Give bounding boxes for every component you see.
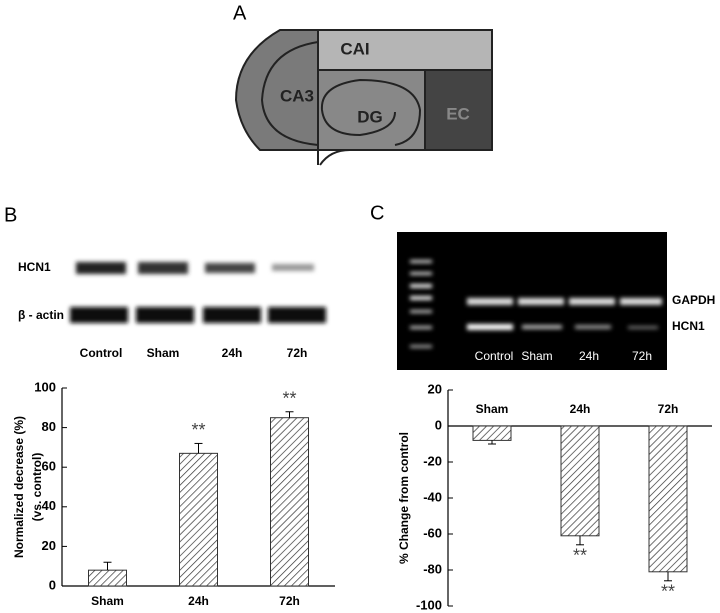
- blot-row-label: β - actin: [18, 308, 64, 322]
- x-tick-label: 72h: [658, 402, 679, 416]
- y-axis-label: (vs. control): [30, 453, 44, 522]
- x-tick-label: 24h: [188, 594, 209, 608]
- y-tick-label: 100: [34, 379, 56, 394]
- y-tick-label: 80: [42, 419, 56, 434]
- bar: [88, 569, 127, 587]
- lane-label: 24h: [579, 349, 599, 363]
- gel-band-label: GAPDH: [672, 293, 715, 307]
- x-tick-label: 24h: [570, 402, 591, 416]
- y-tick-label: -80: [423, 561, 442, 576]
- x-tick-label: Sham: [476, 402, 509, 416]
- y-tick-label: 0: [49, 577, 56, 592]
- significance-label: **: [661, 582, 675, 602]
- gel-band-label: HCN1: [672, 319, 705, 333]
- y-tick-label: -100: [416, 597, 442, 612]
- lane-label: 72h: [287, 346, 308, 360]
- hippocampus-diagram: [234, 29, 493, 166]
- y-tick-label: 20: [428, 381, 442, 396]
- lane-label: Sham: [147, 346, 180, 360]
- region-label: CA3: [280, 86, 314, 105]
- y-tick-label: 0: [435, 417, 442, 432]
- bar: [179, 452, 218, 587]
- region-label: CAI: [340, 39, 369, 58]
- panel-label: C: [370, 202, 384, 224]
- bar: [648, 425, 688, 573]
- panel-label: A: [233, 2, 247, 24]
- lane-label: Control: [475, 349, 514, 363]
- y-tick-label: 60: [42, 459, 56, 474]
- y-tick-label: 40: [42, 498, 56, 513]
- x-tick-label: 72h: [279, 594, 300, 608]
- x-tick-label: Sham: [91, 594, 124, 608]
- blot-bands: [70, 262, 326, 323]
- lane-label: Control: [80, 346, 123, 360]
- y-tick-label: 20: [42, 538, 56, 553]
- panel-label: B: [4, 204, 17, 226]
- y-axis-label: Normalized decrease (%): [12, 416, 26, 558]
- bar: [560, 425, 600, 537]
- gel-bands: [410, 260, 662, 348]
- lane-label: 24h: [222, 346, 243, 360]
- region-label: DG: [357, 107, 383, 126]
- significance-label: **: [191, 420, 205, 440]
- bar: [472, 425, 512, 441]
- y-tick-label: -20: [423, 453, 442, 468]
- lane-label: 72h: [632, 349, 652, 363]
- significance-label: **: [573, 546, 587, 566]
- region-label: EC: [446, 104, 470, 123]
- blot-row-label: HCN1: [18, 260, 51, 274]
- bar: [270, 417, 309, 587]
- y-tick-label: -40: [423, 489, 442, 504]
- lane-label: Sham: [521, 349, 552, 363]
- y-axis-label: % Change from control: [397, 432, 411, 564]
- significance-label: **: [282, 389, 296, 409]
- y-tick-label: -60: [423, 525, 442, 540]
